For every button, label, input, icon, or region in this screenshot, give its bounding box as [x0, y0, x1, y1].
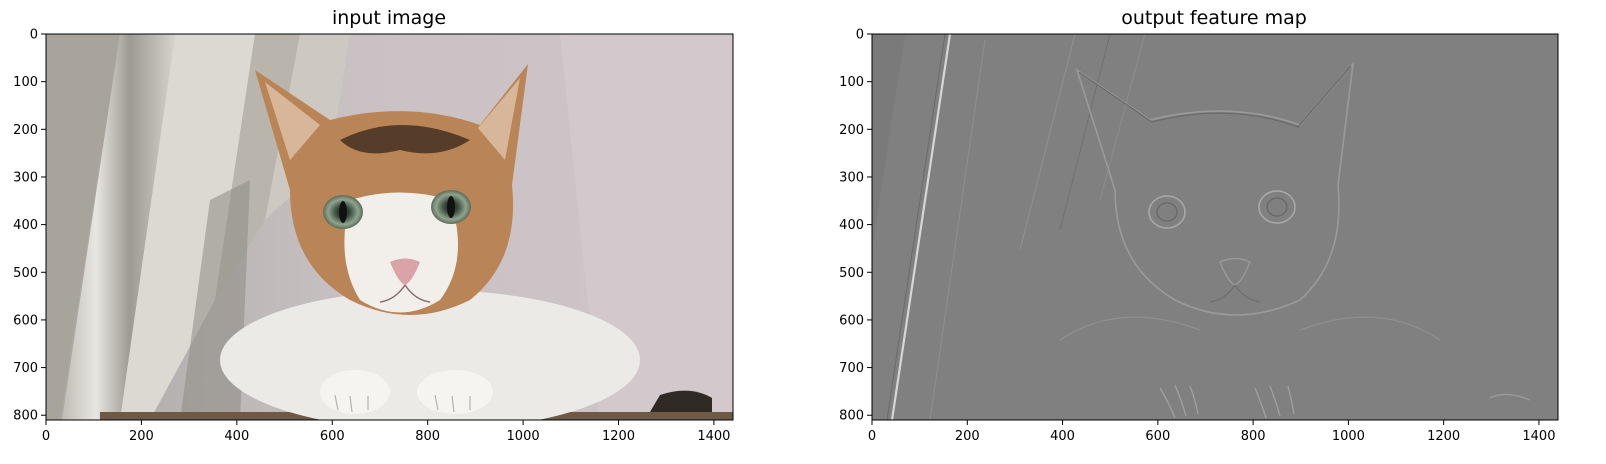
x-tick-label: 1400: [697, 429, 730, 444]
y-tick-label: 800: [13, 409, 38, 424]
x-tick-label: 0: [868, 429, 876, 444]
x-tick-label: 400: [224, 429, 249, 444]
input-image: [46, 34, 733, 420]
x-tick-label: 600: [320, 429, 345, 444]
output-feature-map-axes: 0 200 400 600 800 1000 1200 1400 0 100 200 300 400 50…: [839, 28, 1555, 445]
input-image-axes: 0 200 400 600 800 1000 1200 1400 0 100 200 300 400 50…: [13, 28, 730, 445]
y-tick-label: 300: [839, 170, 864, 185]
panel-title: input image: [332, 7, 446, 29]
y-tick-label: 300: [13, 170, 38, 185]
y-tick-label: 200: [13, 123, 38, 138]
x-tick-label: 400: [1050, 429, 1075, 444]
x-tick-label: 800: [1241, 429, 1266, 444]
x-tick-label: 1200: [1427, 429, 1460, 444]
x-tick-label: 1200: [602, 429, 635, 444]
y-tick-label: 200: [839, 123, 864, 138]
x-tick-label: 200: [955, 429, 980, 444]
x-tick-label: 800: [415, 429, 440, 444]
y-tick-label: 500: [13, 266, 38, 281]
x-tick-label: 200: [129, 429, 154, 444]
y-tick-label: 100: [839, 75, 864, 90]
input-image-panel: input image: [13, 7, 734, 445]
y-tick-label: 600: [839, 313, 864, 328]
panel-title: output feature map: [1121, 7, 1307, 29]
x-tick-label: 0: [42, 429, 50, 444]
y-tick-label: 0: [30, 28, 38, 43]
x-tick-label: 1000: [507, 429, 540, 444]
feature-map-image: [872, 34, 1558, 420]
y-tick-label: 0: [856, 28, 864, 43]
y-tick-label: 700: [839, 361, 864, 376]
y-tick-label: 500: [839, 266, 864, 281]
y-tick-label: 100: [13, 75, 38, 90]
y-tick-label: 400: [13, 218, 38, 233]
y-tick-label: 700: [13, 361, 38, 376]
y-tick-label: 800: [839, 409, 864, 424]
y-tick-label: 600: [13, 313, 38, 328]
x-tick-label: 1000: [1332, 429, 1365, 444]
y-tick-label: 400: [839, 218, 864, 233]
output-feature-map-panel: output feature map: [839, 7, 1559, 445]
x-tick-label: 1400: [1522, 429, 1555, 444]
x-tick-label: 600: [1145, 429, 1170, 444]
